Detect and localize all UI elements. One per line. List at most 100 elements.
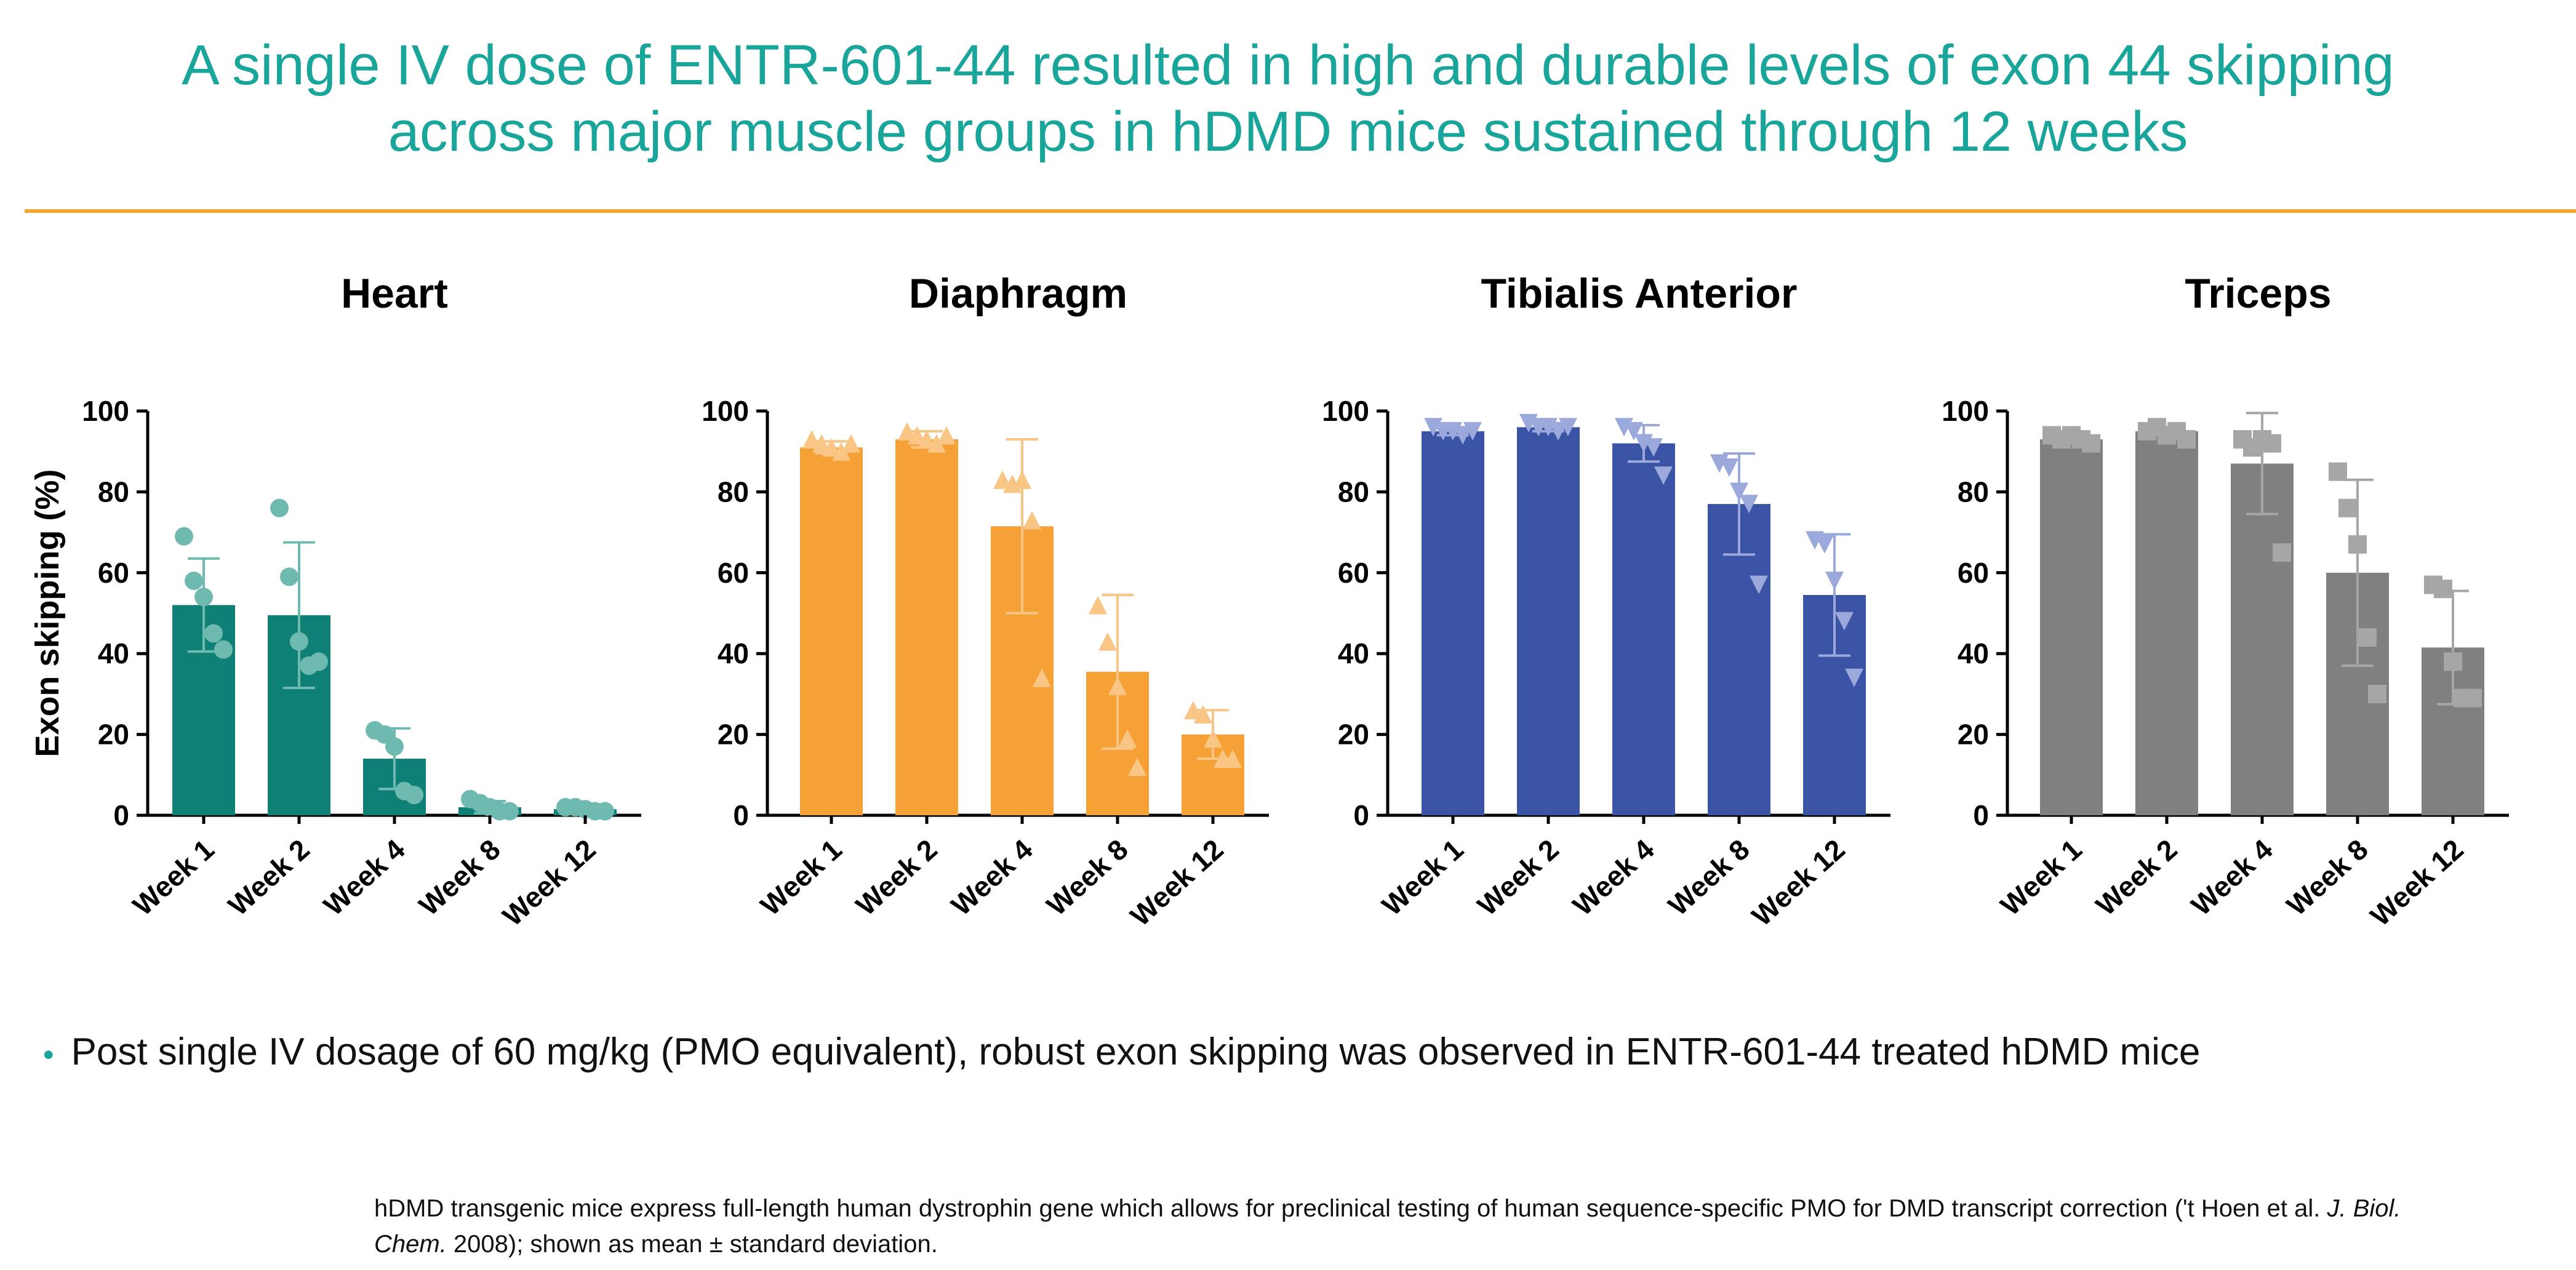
- data-point: [832, 442, 850, 461]
- bar: [1422, 431, 1484, 815]
- data-point: [1118, 729, 1137, 748]
- data-point: [1108, 676, 1127, 695]
- data-point: [2444, 652, 2462, 671]
- y-tick-label: 20: [718, 719, 749, 751]
- y-tick-label: 80: [98, 476, 129, 508]
- data-point: [1098, 632, 1117, 651]
- y-tick-label: 60: [718, 557, 749, 589]
- data-point: [1720, 458, 1738, 477]
- data-point: [2338, 498, 2357, 517]
- y-tick-label: 20: [1958, 719, 1989, 751]
- data-point: [2463, 689, 2482, 708]
- data-point: [500, 802, 519, 821]
- data-point: [1184, 701, 1202, 720]
- data-point: [1845, 668, 1863, 687]
- x-tick-label: Week 4: [2185, 833, 2279, 922]
- x-tick-label: Week 4: [318, 833, 411, 922]
- footnote-journal: J. Biol. Chem.: [374, 1195, 2401, 1258]
- y-tick-label: 0: [113, 799, 129, 831]
- data-point: [908, 426, 926, 445]
- data-point: [1089, 596, 1107, 615]
- y-tick-label: 40: [1338, 637, 1369, 669]
- data-point: [2082, 434, 2100, 453]
- y-tick-label: 0: [733, 799, 749, 831]
- data-point: [1549, 421, 1567, 441]
- data-point: [918, 429, 936, 449]
- data-point: [1835, 612, 1854, 631]
- data-point: [1825, 571, 1844, 590]
- data-point: [2434, 580, 2452, 599]
- bar: [800, 447, 863, 815]
- x-tick-label: Week 12: [497, 833, 602, 932]
- y-tick-label: 100: [1942, 395, 1989, 427]
- bar: [2135, 431, 2198, 815]
- x-tick-label: Week 4: [945, 833, 1039, 922]
- x-tick-label: Week 12: [1746, 833, 1851, 932]
- data-point: [1815, 535, 1834, 554]
- chart-title: Tibialis Anterior: [1481, 270, 1798, 317]
- footnote: hDMD transgenic mice express full-length…: [374, 1191, 2442, 1262]
- data-point: [2263, 434, 2281, 453]
- data-point: [310, 652, 328, 671]
- y-tick-label: 40: [98, 637, 129, 669]
- x-tick-label: Week 2: [2090, 833, 2183, 922]
- bullet-text: Post single IV dosage of 60 mg/kg (PMO e…: [71, 1031, 2201, 1073]
- data-point: [1625, 421, 1643, 441]
- y-tick-label: 60: [98, 557, 129, 589]
- data-point: [2329, 462, 2347, 481]
- data-point: [385, 737, 404, 756]
- bullet-icon: •: [43, 1037, 54, 1072]
- data-point: [2273, 543, 2291, 562]
- data-point: [1033, 668, 1051, 687]
- data-point: [1194, 705, 1212, 724]
- data-point: [1730, 482, 1748, 501]
- y-tick-label: 20: [1338, 719, 1369, 751]
- bar: [1517, 427, 1580, 815]
- data-point: [1644, 438, 1663, 457]
- bar: [1612, 443, 1675, 815]
- x-tick-label: Week 1: [127, 833, 220, 922]
- data-point: [185, 571, 203, 590]
- data-point: [1740, 495, 1758, 514]
- bar: [2231, 463, 2294, 815]
- data-point: [812, 434, 831, 453]
- y-tick-label: 100: [1322, 395, 1369, 427]
- data-point: [937, 426, 956, 445]
- y-axis-label: Exon skipping (%): [29, 469, 66, 757]
- x-tick-label: Week 4: [1567, 833, 1660, 922]
- footnote-text: hDMD transgenic mice express full-length…: [374, 1195, 2327, 1222]
- y-tick-label: 0: [1353, 799, 1369, 831]
- title-divider: [25, 209, 2576, 213]
- y-tick-label: 80: [1958, 476, 1989, 508]
- y-tick-label: 60: [1958, 557, 1989, 589]
- data-point: [270, 498, 289, 517]
- y-tick-label: 60: [1338, 557, 1369, 589]
- data-point: [1454, 426, 1472, 445]
- x-tick-label: Week 12: [1124, 833, 1230, 932]
- y-tick-label: 20: [98, 719, 129, 751]
- x-tick-label: Week 2: [1471, 833, 1565, 922]
- chart-title: Heart: [341, 270, 448, 317]
- y-tick-label: 40: [1958, 637, 1989, 669]
- data-point: [2368, 684, 2386, 703]
- data-point: [1023, 511, 1041, 530]
- data-point: [1223, 749, 1242, 769]
- data-point: [1750, 575, 1768, 594]
- data-point: [194, 588, 213, 607]
- data-point: [1463, 421, 1482, 441]
- data-point: [1559, 418, 1577, 437]
- data-point: [822, 438, 841, 457]
- y-tick-label: 100: [702, 395, 749, 427]
- bullet-point: • Post single IV dosage of 60 mg/kg (PMO …: [43, 1028, 2505, 1079]
- data-point: [175, 527, 193, 546]
- x-tick-label: Week 1: [754, 833, 848, 922]
- x-tick-label: Week 1: [1376, 833, 1470, 922]
- data-point: [2358, 628, 2377, 647]
- data-point: [405, 786, 423, 805]
- y-tick-label: 40: [718, 637, 749, 669]
- data-point: [993, 470, 1012, 489]
